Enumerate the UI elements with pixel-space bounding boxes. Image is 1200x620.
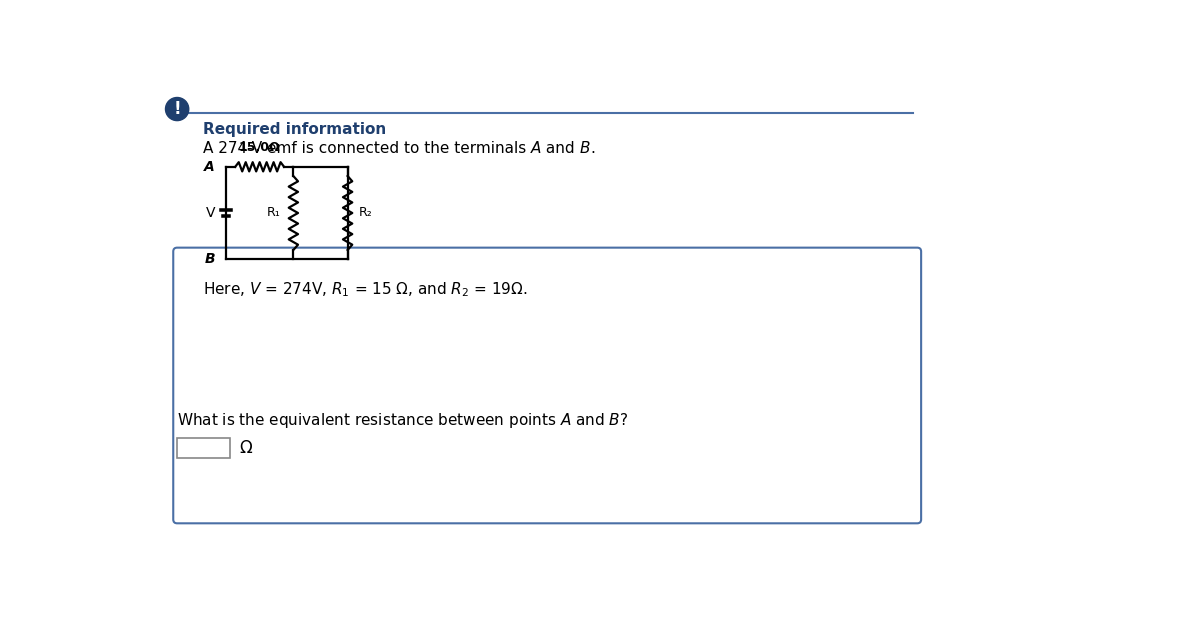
Text: Ω: Ω bbox=[239, 439, 252, 457]
Text: R₂: R₂ bbox=[359, 206, 372, 219]
Text: .: . bbox=[590, 141, 595, 156]
Text: What is the equivalent resistance between points $A$ and $B$?: What is the equivalent resistance betwee… bbox=[178, 412, 629, 430]
Text: 15.0Ω: 15.0Ω bbox=[239, 141, 281, 154]
Circle shape bbox=[166, 97, 188, 121]
Text: A: A bbox=[530, 141, 541, 156]
Text: A 274-V emf is connected to the terminals: A 274-V emf is connected to the terminal… bbox=[203, 141, 530, 156]
Text: Here, $V$ = 274V, $R_1$ = 15 $\Omega$, and $R_2$ = 19$\Omega$.: Here, $V$ = 274V, $R_1$ = 15 $\Omega$, a… bbox=[203, 281, 527, 299]
FancyBboxPatch shape bbox=[173, 247, 922, 523]
Text: A: A bbox=[204, 160, 215, 174]
Text: and: and bbox=[541, 141, 580, 156]
Text: !: ! bbox=[173, 100, 181, 118]
Text: R₁: R₁ bbox=[268, 206, 281, 219]
Text: B: B bbox=[580, 141, 590, 156]
Text: Required information: Required information bbox=[203, 122, 386, 138]
Text: V: V bbox=[205, 206, 215, 220]
Text: B: B bbox=[204, 252, 215, 266]
Bar bbox=[178, 438, 230, 458]
